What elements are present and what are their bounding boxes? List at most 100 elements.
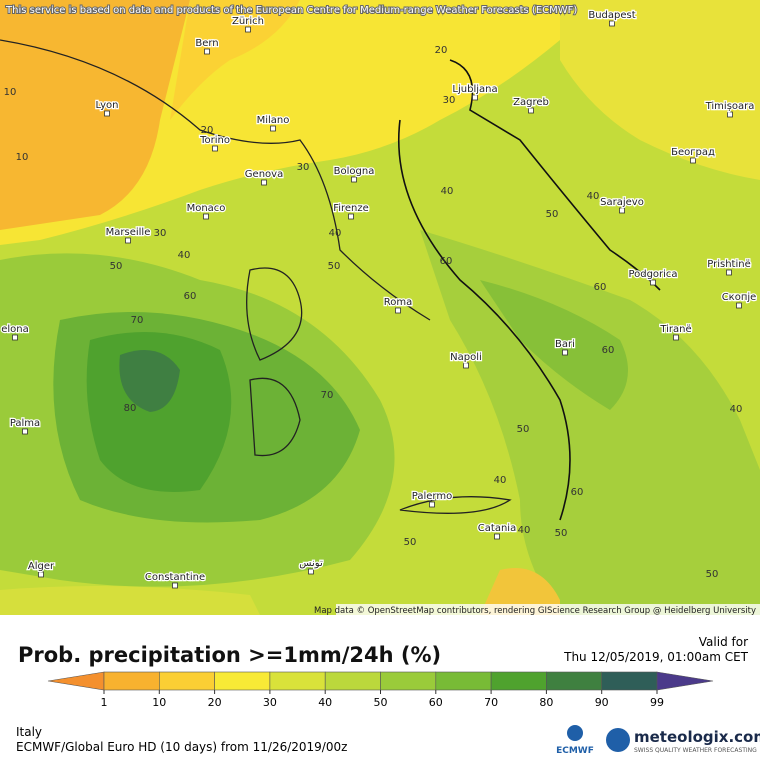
city-marker: [726, 269, 732, 276]
city-marker: [22, 428, 28, 435]
city-label: Скопје: [722, 291, 757, 303]
city-label: Genova: [245, 169, 283, 180]
city-label: elona: [1, 324, 29, 335]
valid-time: Thu 12/05/2019, 01:00am CET: [563, 650, 749, 664]
city-label: Bologna: [334, 166, 375, 177]
map: Bern Zürich Budapest Lyon Milano Torino Genova…: [0, 0, 760, 616]
city-label: Budapest: [588, 10, 635, 21]
contour-label: 10: [16, 152, 29, 163]
contour-label: 50: [404, 537, 417, 548]
contour-label: 40: [441, 186, 454, 197]
contour-label: 30: [297, 162, 310, 173]
contour-label: 40: [730, 404, 743, 415]
city-marker: [308, 568, 314, 575]
legend-tick-label: 20: [208, 696, 222, 709]
contour-label: 40: [518, 525, 531, 536]
legend-swatch: [103, 671, 160, 691]
city-label: Constantine: [145, 572, 205, 583]
legend-tick-label: 40: [318, 696, 332, 709]
city-marker: [104, 110, 110, 117]
legend-swatch: [269, 671, 326, 691]
city-label: Monaco: [187, 203, 226, 214]
city-label: Napoli: [450, 352, 482, 363]
city-label: Torino: [199, 135, 230, 146]
contour-label: 30: [154, 228, 167, 239]
legend-tick-label: 70: [484, 696, 498, 709]
city-label: Palermo: [412, 491, 452, 502]
city-marker: [348, 213, 354, 220]
city-label: Zürich: [232, 16, 264, 27]
legend-swatch: [601, 671, 658, 691]
contour-label: 60: [602, 345, 615, 356]
city-marker: [673, 334, 679, 341]
meteologix-icon: [606, 728, 630, 752]
city-label: Bari: [555, 339, 575, 350]
city-marker: [736, 302, 742, 309]
contour-label: 40: [587, 191, 600, 202]
contour-label: 70: [321, 390, 334, 401]
contour-label: 60: [594, 282, 607, 293]
contour-label: 50: [555, 528, 568, 539]
city-marker: [12, 334, 18, 341]
legend-swatch: [435, 671, 492, 691]
city-label: Prishtinë: [707, 259, 750, 270]
legend-tick-label: 1: [101, 696, 108, 709]
city-label: تونس: [299, 558, 323, 569]
legend-arrow-high: [656, 671, 714, 691]
city-label: Catania: [478, 523, 516, 534]
meteologix-tagline: SWISS QUALITY WEATHER FORECASTING: [634, 747, 757, 754]
city-label: Timișoara: [705, 101, 755, 112]
city-label: Lyon: [95, 100, 118, 111]
legend-swatch: [380, 671, 437, 691]
city-label: Palma: [10, 418, 40, 429]
legend-tick-label: 10: [152, 696, 166, 709]
city-marker: [609, 20, 615, 27]
city-marker: [727, 111, 733, 118]
city-label: Milano: [257, 115, 290, 126]
city-marker: [172, 582, 178, 589]
title: Prob. precipitation >=1mm/24h (%): [18, 643, 441, 667]
city-marker: [38, 571, 44, 578]
city-label: Bern: [195, 38, 218, 49]
city-label: Firenze: [333, 203, 369, 214]
city-marker: [245, 26, 251, 33]
city-marker: [212, 145, 218, 152]
city-marker: [619, 207, 625, 214]
legend-swatch: [546, 671, 603, 691]
city-marker: [463, 362, 469, 369]
city-label: Alger: [28, 561, 55, 572]
city-label: Roma: [384, 297, 413, 308]
city-marker: [395, 307, 401, 314]
city-marker: [429, 501, 435, 508]
city-marker: [472, 94, 478, 101]
legend-swatch: [159, 671, 215, 691]
contour-label: 20: [435, 45, 448, 56]
contour-label: 60: [440, 256, 453, 267]
contour-label: 50: [328, 261, 341, 272]
meteologix-logo: meteologix.com: [634, 728, 760, 746]
city-label: Sarajevo: [600, 197, 644, 208]
contour-label: 50: [517, 424, 530, 435]
contour-label: 10: [4, 87, 17, 98]
city-marker: [494, 533, 500, 540]
contour-label: 70: [131, 315, 144, 326]
ecmwf-icon: [567, 725, 583, 741]
contour-label: 50: [546, 209, 559, 220]
attribution: Map data © OpenStreetMap contributors, r…: [314, 606, 756, 616]
city-label: Београд: [671, 147, 715, 158]
city-marker: [203, 213, 209, 220]
city-marker: [125, 237, 131, 244]
city-marker: [270, 125, 276, 132]
city-marker: [690, 157, 696, 164]
legend: 1 10 20 30 40 50 60 70 80 90 99: [47, 671, 714, 709]
valid-label: Valid for: [699, 635, 748, 649]
contour-label: 50: [706, 569, 719, 580]
city-label: Ljubljana: [452, 84, 497, 95]
legend-swatch: [490, 671, 547, 691]
ecmwf-logo: ECMWF: [556, 746, 594, 756]
city-label: Tiranë: [659, 324, 691, 335]
legend-tick-label: 99: [650, 696, 664, 709]
city-marker: [650, 279, 656, 286]
legend-swatch: [214, 671, 271, 691]
